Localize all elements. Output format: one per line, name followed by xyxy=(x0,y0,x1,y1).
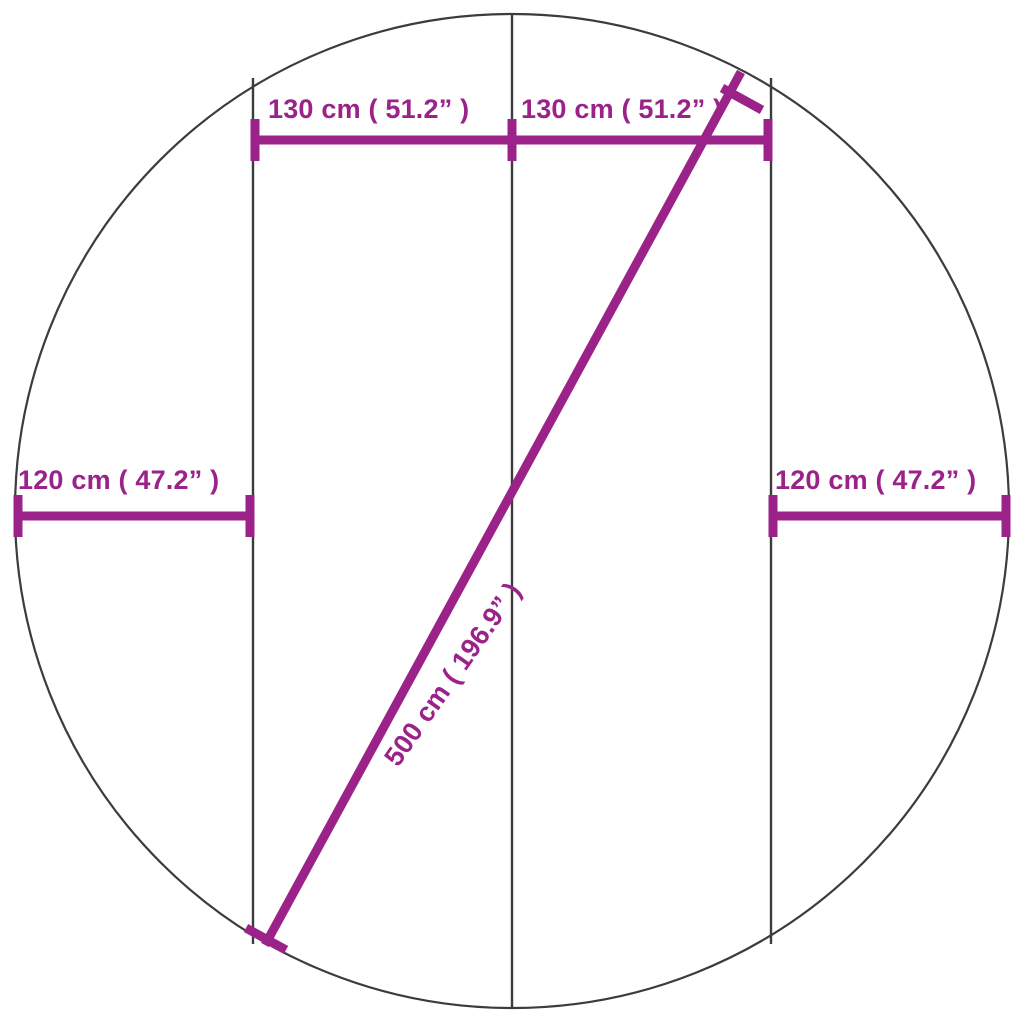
diagonal-dimension-group xyxy=(243,69,765,954)
top-right-dimension-label: 130 cm ( 51.2” ) xyxy=(521,94,722,124)
diagonal-dimension-bar xyxy=(261,69,745,948)
diagonal-dimension-cap-top xyxy=(719,84,765,114)
diagonal-dimension-cap-bottom xyxy=(243,924,289,954)
right-dimension-label: 120 cm ( 47.2” ) xyxy=(775,465,976,495)
top-dimension-group xyxy=(250,119,773,161)
top-left-dimension-label: 130 cm ( 51.2” ) xyxy=(268,94,469,124)
cover-outline-group xyxy=(13,12,1011,1010)
left-dimension-label: 120 cm ( 47.2” ) xyxy=(18,465,219,495)
right-dimension-group xyxy=(768,495,1011,537)
left-dimension-group xyxy=(13,495,255,537)
